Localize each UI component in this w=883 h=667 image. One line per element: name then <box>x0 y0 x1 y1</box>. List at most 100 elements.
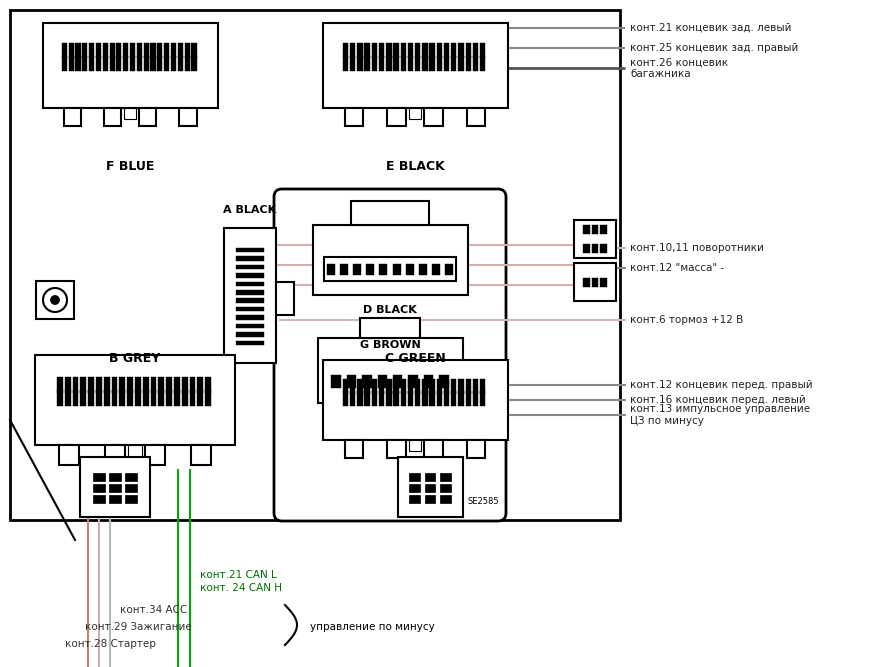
Text: конт.26 концевик
багажника: конт.26 концевик багажника <box>630 57 728 79</box>
Bar <box>96 43 101 58</box>
Bar <box>137 43 142 58</box>
Bar <box>144 55 148 71</box>
Text: конт.25 концевик зад. правый: конт.25 концевик зад. правый <box>630 43 798 53</box>
Bar <box>166 377 172 393</box>
Bar <box>440 474 450 481</box>
Bar <box>437 43 442 58</box>
Bar <box>75 43 80 58</box>
Bar <box>82 43 87 58</box>
Bar <box>451 55 457 71</box>
Bar <box>480 380 486 394</box>
Bar <box>440 376 449 388</box>
Bar <box>467 107 486 126</box>
Bar <box>465 55 471 71</box>
Bar <box>409 440 421 451</box>
Bar <box>192 43 197 58</box>
Bar <box>372 55 377 71</box>
Bar <box>151 377 156 393</box>
Text: конт. 24 CAN H: конт. 24 CAN H <box>200 583 282 593</box>
Bar <box>574 263 616 301</box>
Bar <box>36 281 74 319</box>
Bar <box>445 263 453 275</box>
Bar <box>130 55 135 71</box>
Bar <box>444 55 449 71</box>
Bar <box>80 377 87 393</box>
Bar <box>105 445 125 465</box>
Bar <box>236 256 264 261</box>
Text: конт.28 Стартер: конт.28 Стартер <box>65 639 156 649</box>
Bar <box>444 380 449 394</box>
Bar <box>236 341 264 346</box>
Bar <box>437 380 442 394</box>
Bar <box>343 380 348 394</box>
Bar <box>358 43 363 58</box>
Bar <box>177 43 183 58</box>
Bar <box>379 55 384 71</box>
Bar <box>177 55 183 71</box>
Bar <box>191 445 211 465</box>
FancyBboxPatch shape <box>274 189 506 521</box>
Bar <box>111 390 117 406</box>
Bar <box>143 377 148 393</box>
Bar <box>164 55 170 71</box>
Bar <box>422 392 427 406</box>
Bar <box>119 390 125 406</box>
Bar <box>480 43 486 58</box>
Bar <box>343 55 348 71</box>
Bar <box>150 43 155 58</box>
Bar <box>128 445 142 457</box>
Bar <box>117 43 122 58</box>
Bar <box>72 390 79 406</box>
Bar <box>198 390 203 406</box>
Bar <box>88 377 94 393</box>
Bar <box>437 55 442 71</box>
Bar <box>64 377 71 393</box>
Text: конт.13 импульсное управление
ЦЗ по минусу: конт.13 импульсное управление ЦЗ по мину… <box>630 404 810 426</box>
Bar <box>124 107 136 119</box>
Bar <box>224 227 276 362</box>
Bar <box>125 474 137 481</box>
Bar <box>117 55 122 71</box>
Bar <box>80 390 87 406</box>
Bar <box>119 377 125 393</box>
Bar <box>401 392 406 406</box>
Bar <box>393 392 399 406</box>
Text: конт.6 тормоз +12 В: конт.6 тормоз +12 В <box>630 315 743 325</box>
Bar <box>422 43 427 58</box>
Bar <box>143 390 148 406</box>
Bar <box>444 43 449 58</box>
Text: SE2585: SE2585 <box>468 497 500 506</box>
Bar <box>322 23 508 107</box>
Bar <box>96 390 102 406</box>
Text: конт.12 "масса" -: конт.12 "масса" - <box>630 263 724 273</box>
Bar <box>584 225 590 234</box>
Bar <box>429 43 434 58</box>
Text: A BLACK: A BLACK <box>223 205 276 215</box>
Bar <box>465 380 471 394</box>
Bar <box>123 43 128 58</box>
Bar <box>379 380 384 394</box>
Bar <box>366 263 374 275</box>
Bar <box>331 376 341 388</box>
Bar <box>393 55 399 71</box>
Bar <box>379 43 384 58</box>
Bar <box>451 392 457 406</box>
Bar <box>135 390 141 406</box>
Bar <box>57 377 63 393</box>
Bar <box>437 392 442 406</box>
Text: конт.16 концевик перед. левый: конт.16 концевик перед. левый <box>630 395 806 405</box>
Bar <box>574 220 616 258</box>
Bar <box>458 392 464 406</box>
Bar <box>378 376 387 388</box>
Bar <box>410 474 420 481</box>
Bar <box>89 55 94 71</box>
Bar <box>344 440 363 458</box>
Bar <box>410 495 420 503</box>
Bar <box>424 440 442 458</box>
Bar <box>236 273 264 277</box>
Bar <box>584 244 590 253</box>
Bar <box>109 43 115 58</box>
Bar <box>422 55 427 71</box>
Bar <box>236 307 264 311</box>
Bar <box>182 377 188 393</box>
